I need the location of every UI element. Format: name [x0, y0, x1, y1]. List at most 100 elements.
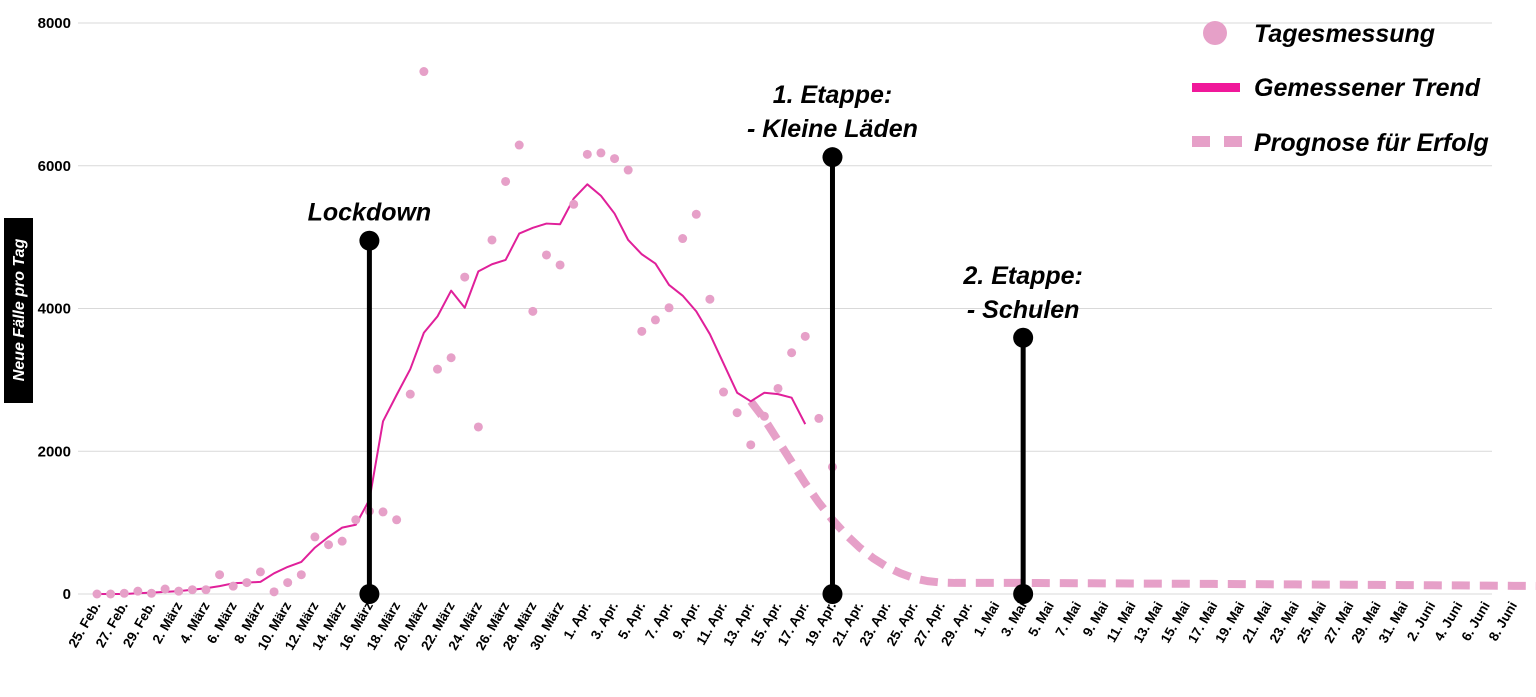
- legend-label-tagesmessung: Tagesmessung: [1254, 20, 1435, 48]
- data-point: [405, 389, 415, 399]
- legend-marker-prognose-dash-2: [1224, 136, 1242, 147]
- trend-series: [97, 183, 807, 595]
- data-point: [351, 515, 361, 525]
- y-tick-label: 2000: [38, 443, 71, 460]
- data-point: [514, 140, 524, 150]
- y-tick-label: 4000: [38, 301, 71, 318]
- y-axis-ticks: 0 2000 4000 6000 8000: [38, 15, 71, 603]
- grid-lines: [78, 22, 1492, 595]
- data-point: [92, 589, 102, 599]
- data-point: [433, 364, 442, 374]
- data-point: [242, 578, 252, 588]
- data-point: [255, 567, 265, 577]
- event-base-dot: [1013, 584, 1034, 604]
- legend-item-gemessener-trend: Gemessener Trend: [1192, 74, 1481, 102]
- x-tick-label: 1. Mai: [971, 599, 1003, 639]
- event-base-dot: [359, 584, 380, 604]
- data-point: [324, 540, 334, 550]
- data-point: [269, 587, 279, 597]
- data-point: [678, 234, 688, 244]
- data-point: [759, 411, 769, 421]
- data-point: [501, 176, 511, 186]
- data-point: [541, 250, 551, 260]
- data-point: [146, 588, 156, 598]
- data-point: [623, 165, 633, 175]
- legend: Tagesmessung Gemessener Trend Prognose f…: [1192, 20, 1489, 157]
- data-point: [691, 209, 701, 219]
- data-point: [106, 589, 116, 599]
- y-tick-label: 8000: [38, 15, 71, 32]
- event-markers: Lockdown 1. Etappe: - Kleine Läden 2. Etapp…: [308, 81, 1083, 604]
- legend-marker-gemessener-trend: [1192, 83, 1240, 92]
- data-point: [732, 408, 742, 418]
- event-top-dot: [359, 230, 380, 251]
- data-point: [119, 588, 129, 598]
- data-point: [705, 294, 715, 304]
- data-point: [555, 260, 565, 270]
- x-tick-label: 5. Mai: [1025, 599, 1057, 639]
- data-point: [787, 348, 797, 358]
- x-tick-label: 3. Mai: [998, 599, 1030, 639]
- data-point: [133, 586, 143, 596]
- y-tick-label: 0: [63, 586, 71, 603]
- legend-item-tagesmessung: Tagesmessung: [1203, 20, 1435, 48]
- data-point: [773, 383, 783, 393]
- legend-marker-prognose-dash-1: [1192, 136, 1210, 147]
- data-point: [283, 578, 293, 588]
- event-marker: 1. Etappe: - Kleine Läden: [747, 81, 918, 604]
- y-axis-label: Neue Fälle pro Tag: [4, 218, 33, 403]
- y-axis-label-text: Neue Fälle pro Tag: [11, 239, 28, 382]
- data-point: [187, 585, 197, 595]
- forecast-series: [747, 398, 1536, 590]
- data-point: [528, 306, 538, 316]
- data-point: [174, 586, 184, 596]
- data-point: [228, 581, 238, 591]
- trend-line: [97, 183, 807, 595]
- legend-label-gemessener-trend: Gemessener Trend: [1254, 74, 1481, 102]
- data-point: [746, 440, 756, 450]
- data-point: [814, 413, 824, 423]
- data-point: [337, 536, 347, 546]
- legend-label-prognose: Prognose für Erfolg: [1254, 129, 1489, 157]
- event-top-dot: [822, 147, 843, 168]
- event-label: 1. Etappe:: [773, 81, 892, 109]
- data-point: [215, 570, 225, 580]
- data-point: [201, 585, 211, 595]
- legend-item-prognose: Prognose für Erfolg: [1192, 129, 1489, 157]
- event-label: - Kleine Läden: [747, 115, 918, 143]
- data-point: [460, 272, 470, 282]
- data-point: [610, 154, 620, 164]
- y-axis-label-background: [4, 218, 33, 403]
- event-marker: Lockdown: [308, 199, 432, 604]
- data-point: [160, 584, 170, 594]
- event-label: Lockdown: [308, 199, 432, 227]
- forecast-line: [747, 398, 1536, 590]
- x-tick-label: 7. Mai: [1052, 599, 1084, 639]
- data-point: [800, 331, 810, 341]
- event-label: - Schulen: [967, 296, 1080, 324]
- data-point: [719, 387, 729, 397]
- event-marker: 2. Etappe: - Schulen: [962, 262, 1083, 604]
- data-point: [596, 148, 606, 158]
- data-point: [419, 67, 429, 77]
- data-point: [446, 353, 456, 363]
- event-label: 2. Etappe:: [962, 262, 1082, 290]
- data-point: [582, 149, 592, 159]
- data-point: [473, 422, 483, 432]
- data-point: [664, 303, 674, 313]
- data-point: [378, 507, 388, 517]
- event-top-dot: [1013, 327, 1034, 348]
- data-point: [487, 235, 497, 245]
- data-point: [569, 199, 579, 209]
- data-point: [637, 326, 647, 336]
- y-tick-label: 6000: [38, 158, 71, 175]
- data-point: [650, 315, 660, 325]
- event-base-dot: [822, 584, 843, 604]
- data-point: [392, 515, 402, 525]
- data-point: [296, 570, 306, 580]
- daily-measurement-series: [92, 67, 837, 599]
- legend-marker-tagesmessung: [1203, 21, 1227, 45]
- data-point: [310, 532, 320, 542]
